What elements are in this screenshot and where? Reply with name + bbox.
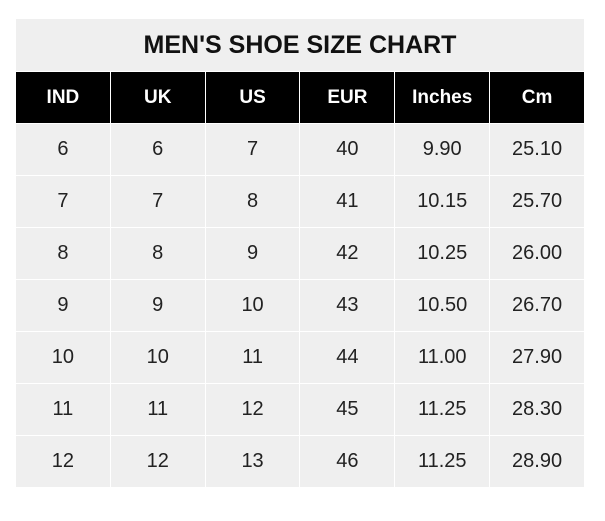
column-header: Inches [394,71,491,124]
table-cell: 8 [204,175,301,228]
column-header: US [204,71,301,124]
table-cell: 12 [204,383,301,436]
table-cell: 26.00 [489,227,585,280]
size-chart-table: MEN'S SHOE SIZE CHART IND UK US EUR Inches Cm… [15,18,585,488]
table-cell: 12 [15,435,111,488]
table-cell: 25.70 [489,175,585,228]
chart-title: MEN'S SHOE SIZE CHART [15,18,585,72]
table-cell: 28.30 [489,383,585,436]
table-cell: 7 [109,175,206,228]
table-cell: 9 [15,279,111,332]
table-cell: 11 [109,383,206,436]
table-cell: 45 [299,383,396,436]
table-cell: 10.15 [394,175,491,228]
table-cell: 28.90 [489,435,585,488]
table-cell: 6 [15,123,111,176]
table-cell: 12 [109,435,206,488]
table-cell: 46 [299,435,396,488]
table-cell: 25.10 [489,123,585,176]
table-row: 8 8 9 42 10.25 26.00 [15,227,585,280]
table-cell: 13 [204,435,301,488]
table-cell: 11.00 [394,331,491,384]
table-cell: 6 [109,123,206,176]
table-cell: 10.25 [394,227,491,280]
table-row: 11 11 12 45 11.25 28.30 [15,383,585,436]
table-cell: 10 [204,279,301,332]
column-header: UK [109,71,206,124]
table-cell: 10.50 [394,279,491,332]
table-cell: 10 [15,331,111,384]
table-row: 10 10 11 44 11.00 27.90 [15,331,585,384]
table-cell: 8 [15,227,111,280]
table-cell: 7 [204,123,301,176]
table-row: 9 9 10 43 10.50 26.70 [15,279,585,332]
table-cell: 44 [299,331,396,384]
column-header: IND [15,71,111,124]
table-cell: 9 [109,279,206,332]
table-cell: 27.90 [489,331,585,384]
column-header: EUR [299,71,396,124]
column-header: Cm [489,71,585,124]
table-cell: 43 [299,279,396,332]
header-row: IND UK US EUR Inches Cm [15,71,585,124]
table-row: 7 7 8 41 10.15 25.70 [15,175,585,228]
table-row: 12 12 13 46 11.25 28.90 [15,435,585,488]
table-cell: 11 [204,331,301,384]
table-cell: 8 [109,227,206,280]
table-cell: 40 [299,123,396,176]
table-cell: 9 [204,227,301,280]
table-row: 6 6 7 40 9.90 25.10 [15,123,585,176]
table-cell: 10 [109,331,206,384]
table-cell: 11.25 [394,383,491,436]
table-cell: 11.25 [394,435,491,488]
table-cell: 11 [15,383,111,436]
table-cell: 41 [299,175,396,228]
table-cell: 7 [15,175,111,228]
table-cell: 42 [299,227,396,280]
table-cell: 9.90 [394,123,491,176]
table-cell: 26.70 [489,279,585,332]
